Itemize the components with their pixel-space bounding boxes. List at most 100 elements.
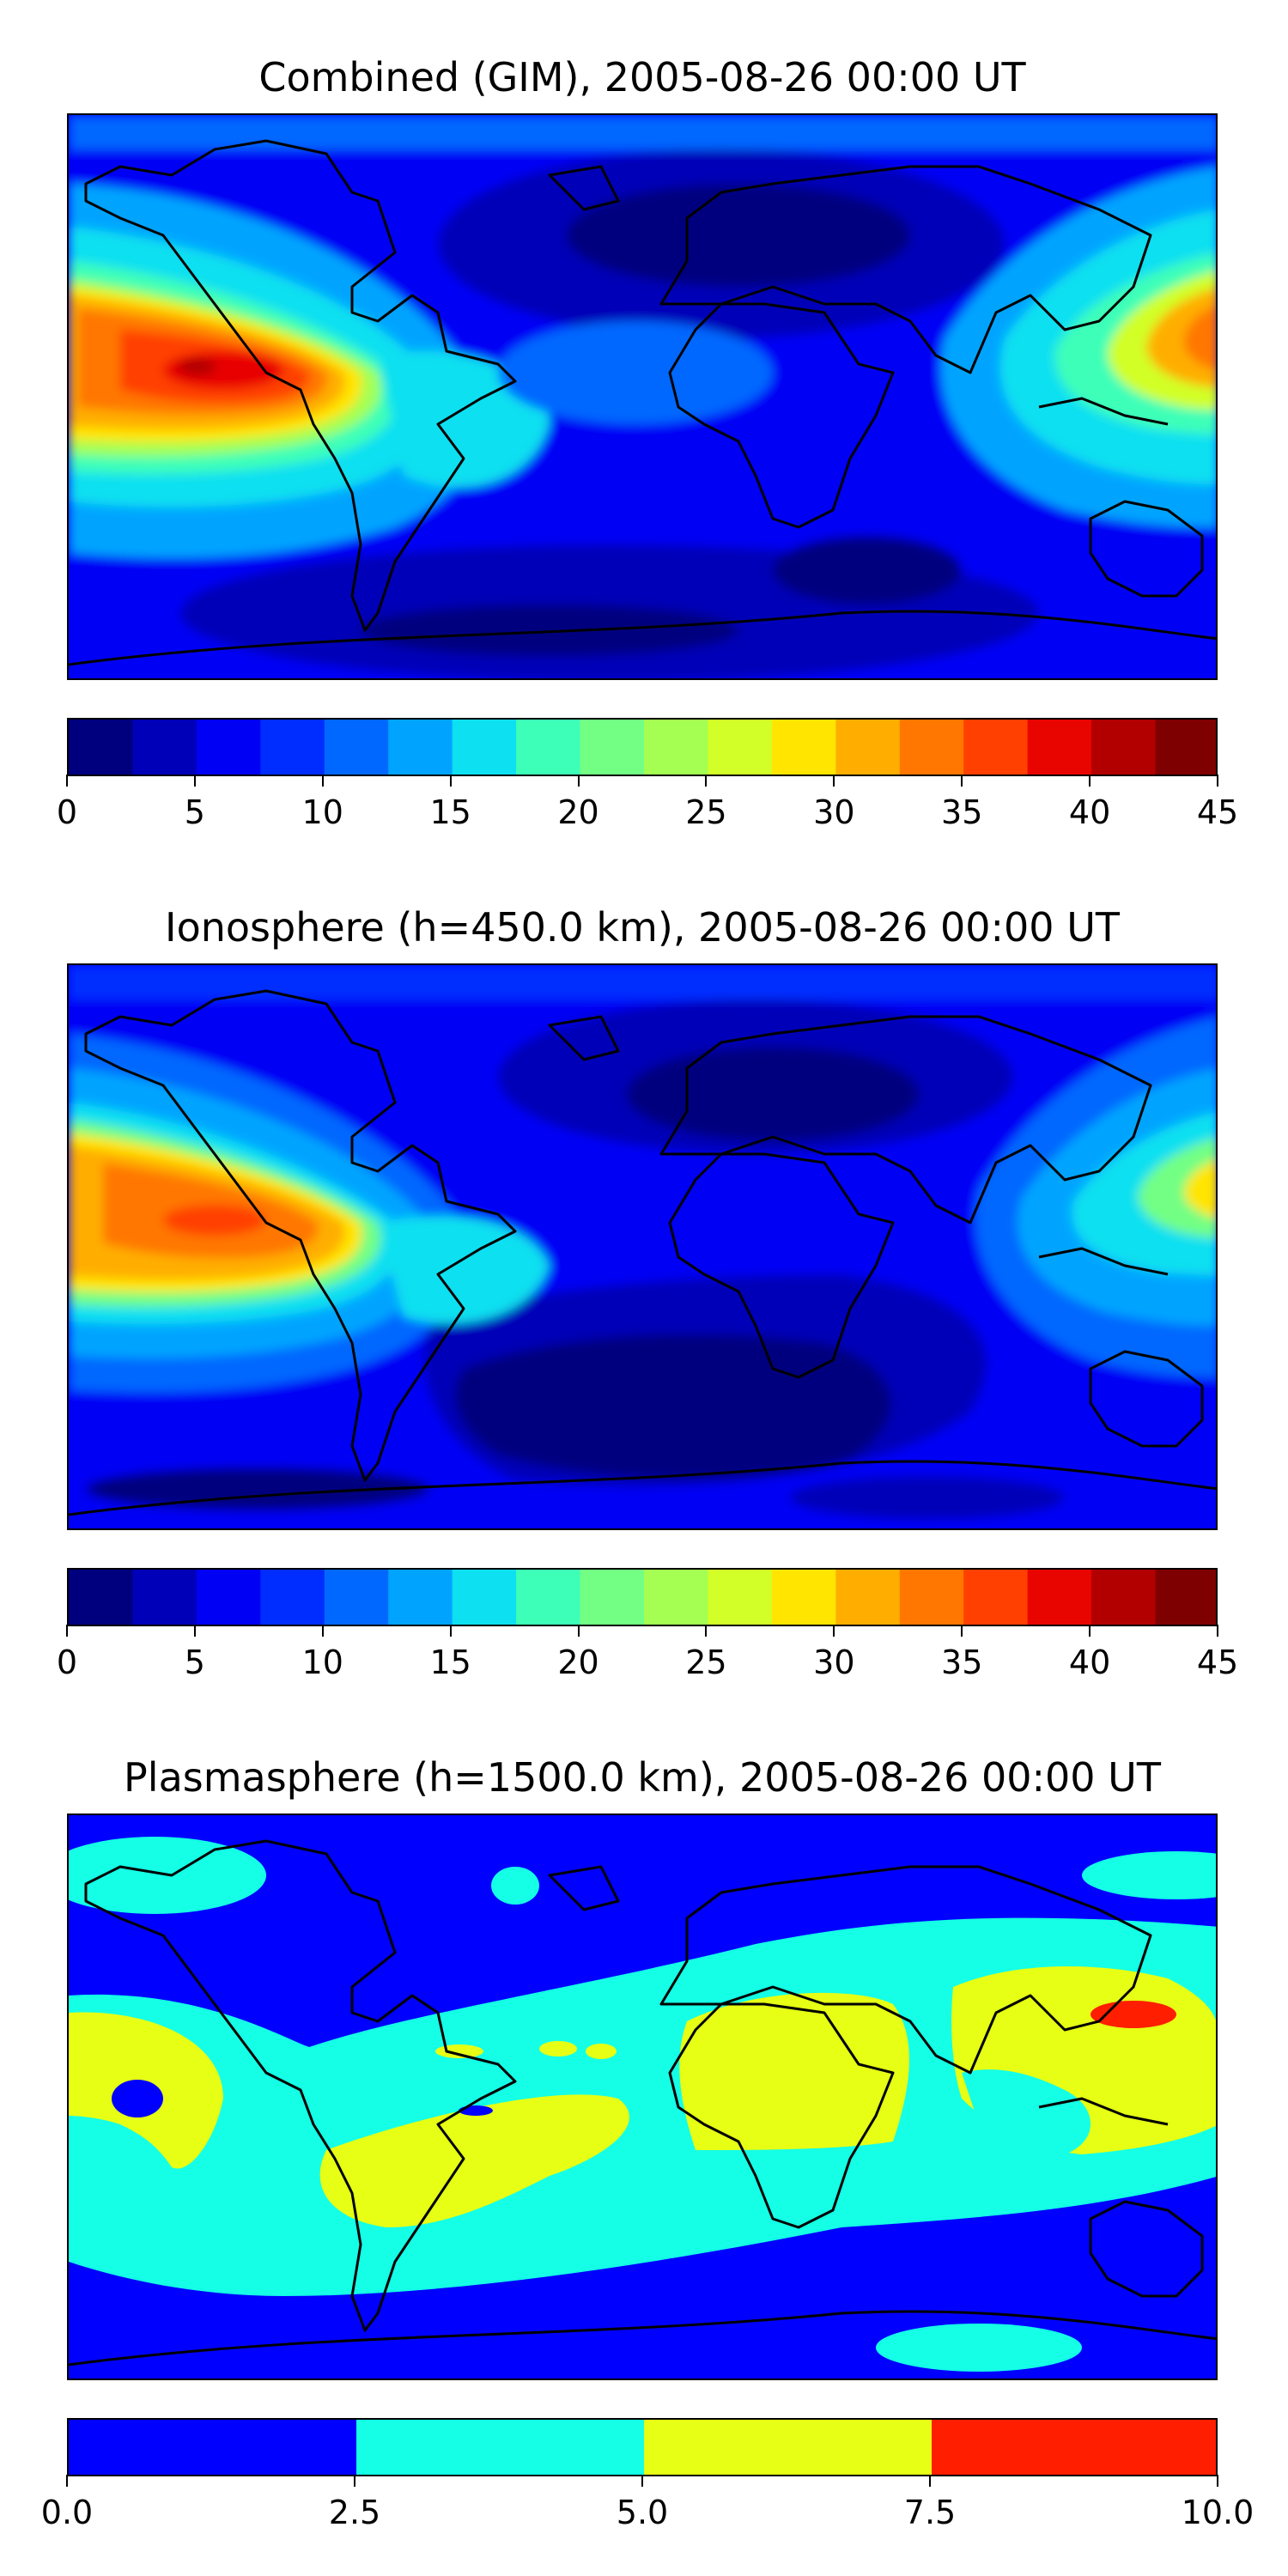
colorbar-tick-label: 5.0 — [616, 2494, 669, 2531]
colorbar-tick-label: 7.5 — [903, 2494, 957, 2531]
colorbar-tick-label: 35 — [941, 793, 983, 831]
colorbar-segment — [580, 1570, 645, 1625]
colorbar-tick — [193, 1625, 196, 1637]
colorbar-segment — [835, 720, 901, 775]
colorbar-tick-label: 45 — [1196, 793, 1239, 831]
colorbar-tick-label: 10 — [301, 1643, 343, 1681]
colorbar-tick-label: 25 — [685, 1643, 727, 1681]
colorbar-ticks: 0 5 10 15 20 25 30 35 40 45 — [57, 1625, 1238, 1685]
colorbar-tick-label: 0 — [56, 793, 78, 831]
colorbar-tick-label: 30 — [813, 793, 855, 831]
colorbar-tick — [705, 1625, 708, 1637]
colorbar-segment — [69, 720, 133, 775]
colorbar-tick-label: 30 — [813, 1643, 855, 1681]
colorbar-tick — [66, 2475, 68, 2487]
colorbar-segment — [708, 1570, 773, 1625]
colorbar-segment — [69, 1570, 133, 1625]
colorbar-tick-label: 40 — [1068, 1643, 1111, 1681]
colorbar-segment — [1155, 720, 1216, 775]
colorbar-segment — [388, 1570, 453, 1625]
colorbar-tick-label: 10.0 — [1181, 2494, 1255, 2531]
colorbar-segment — [963, 720, 1029, 775]
colorbar-tick-label: 0.0 — [40, 2494, 94, 2531]
colorbar-tick-label: 2.5 — [328, 2494, 381, 2531]
colorbar-segment — [644, 1570, 708, 1625]
colorbar-tick — [1217, 2475, 1218, 2487]
colorbar-segment — [644, 720, 708, 775]
colorbar-segment — [899, 1570, 964, 1625]
colorbar-tick-label: 10 — [301, 793, 343, 831]
colorbar-tick-label: 0 — [56, 1643, 78, 1681]
chart-title: Combined (GIM), 2005-08-26 00:00 UT — [258, 54, 1026, 100]
colorbar-tick — [193, 775, 196, 787]
colorbar-tick — [1217, 775, 1218, 787]
colorbar-segment — [196, 1570, 261, 1625]
colorbar — [67, 2418, 1218, 2476]
colorbar-segment — [1027, 720, 1092, 775]
colorbar-segment — [260, 720, 325, 775]
colorbar-tick-label: 20 — [557, 793, 599, 831]
tec-map — [67, 113, 1218, 680]
colorbar-tick — [1089, 1625, 1091, 1637]
colorbar-tick-label: 25 — [685, 793, 727, 831]
colorbar-tick — [833, 775, 835, 787]
chart-title: Plasmasphere (h=1500.0 km), 2005-08-26 0… — [124, 1754, 1161, 1801]
colorbar-tick-label: 5 — [184, 793, 205, 831]
colorbar-tick-label: 15 — [429, 1643, 471, 1681]
colorbar-tick-label: 35 — [941, 1643, 983, 1681]
colorbar — [67, 1568, 1218, 1626]
colorbar-tick — [961, 775, 963, 787]
colorbar-segment — [1091, 1570, 1157, 1625]
colorbar-segment — [835, 1570, 901, 1625]
colorbar-tick — [66, 775, 68, 787]
colorbar-tick-label: 45 — [1196, 1643, 1239, 1681]
colorbar-tick — [929, 2475, 931, 2487]
colorbar-tick — [449, 775, 452, 787]
colorbar-ticks: 0.0 2.5 5.0 7.5 10.0 — [41, 2475, 1254, 2535]
colorbar-segment — [324, 1570, 389, 1625]
colorbar-segment — [452, 720, 517, 775]
colorbar-tick — [641, 2475, 643, 2487]
colorbar-tick-label: 20 — [557, 1643, 599, 1681]
colorbar-tick — [1217, 1625, 1218, 1637]
colorbar-segment — [771, 720, 836, 775]
colorbar-tick — [705, 775, 708, 787]
colorbar-segment — [899, 720, 964, 775]
colorbar-segment — [69, 2420, 357, 2475]
colorbar-tick — [577, 1625, 580, 1637]
tec-map — [67, 1814, 1218, 2380]
colorbar-segment — [932, 2420, 1216, 2475]
colorbar-segment — [452, 1570, 517, 1625]
colorbar-segment — [771, 1570, 836, 1625]
colorbar-tick — [321, 775, 324, 787]
colorbar-segment — [644, 2420, 933, 2475]
colorbar-tick — [1089, 775, 1091, 787]
colorbar-tick — [577, 775, 580, 787]
chart-title: Ionosphere (h=450.0 km), 2005-08-26 00:0… — [165, 904, 1120, 951]
colorbar-segment — [963, 1570, 1029, 1625]
colorbar-segment — [196, 720, 261, 775]
colorbar-segment — [132, 1570, 197, 1625]
colorbar-tick — [961, 1625, 963, 1637]
colorbar-tick — [833, 1625, 835, 1637]
colorbar-tick — [66, 1625, 68, 1637]
colorbar-segment — [1027, 1570, 1092, 1625]
colorbar-segment — [260, 1570, 325, 1625]
colorbar-segment — [356, 2420, 645, 2475]
colorbar-segment — [388, 720, 453, 775]
colorbar-segment — [1155, 1570, 1216, 1625]
colorbar-ticks: 0 5 10 15 20 25 30 35 40 45 — [57, 775, 1238, 835]
colorbar-segment — [324, 720, 389, 775]
colorbar-segment — [516, 720, 581, 775]
colorbar-segment — [1091, 720, 1157, 775]
colorbar-tick-label: 15 — [429, 793, 471, 831]
colorbar-tick-label: 40 — [1068, 793, 1111, 831]
colorbar-tick — [354, 2475, 355, 2487]
colorbar — [67, 718, 1218, 776]
colorbar-tick — [321, 1625, 324, 1637]
colorbar-segment — [580, 720, 645, 775]
colorbar-tick — [449, 1625, 452, 1637]
colorbar-segment — [708, 720, 773, 775]
colorbar-tick-label: 5 — [184, 1643, 205, 1681]
tec-map — [67, 963, 1218, 1530]
